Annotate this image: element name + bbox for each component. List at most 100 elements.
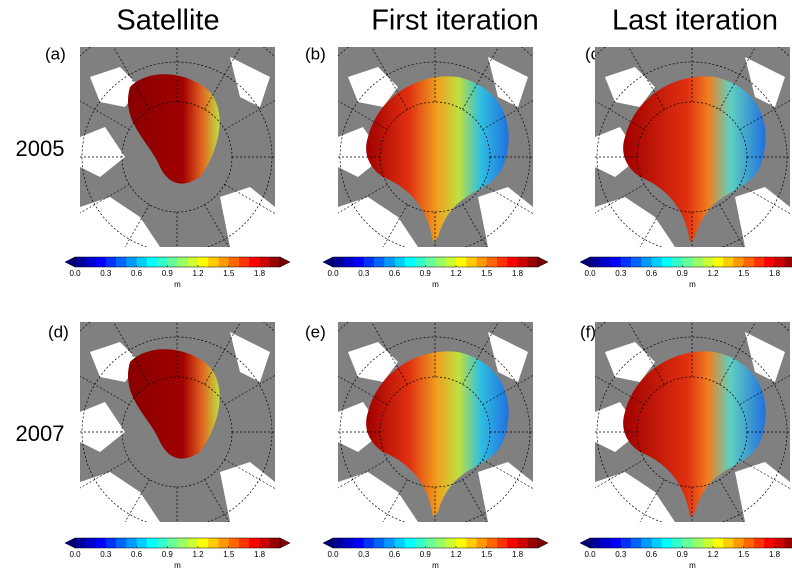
sea-ice bbox=[623, 76, 766, 242]
colorbar-cell bbox=[259, 538, 271, 548]
colorbar-unit: m bbox=[174, 280, 181, 289]
colorbar-tick-label: 0.9 bbox=[162, 269, 174, 278]
colorbar-cell bbox=[415, 538, 426, 548]
colorbar-cell bbox=[116, 538, 127, 548]
colorbar-tick-label: 1.2 bbox=[192, 550, 204, 559]
colorbar-cell bbox=[682, 538, 693, 548]
sea-ice bbox=[623, 351, 766, 517]
colorbar-cell bbox=[374, 538, 385, 548]
panel-label: (f) bbox=[580, 322, 596, 341]
colorbar-cell bbox=[784, 257, 792, 267]
colorbar-cell bbox=[75, 257, 86, 267]
map bbox=[80, 47, 275, 247]
colorbar-tick-label: 1.8 bbox=[254, 269, 266, 278]
colorbar-cell bbox=[445, 257, 457, 267]
colorbar-tick-label: 0.0 bbox=[327, 269, 339, 278]
colorbar-cell bbox=[208, 257, 219, 267]
colorbar-cell bbox=[764, 257, 775, 267]
colorbar-tick-label: 0.3 bbox=[358, 550, 370, 559]
colorbar-cell bbox=[692, 538, 704, 548]
colorbar-tick-label: 1.8 bbox=[512, 269, 524, 278]
colorbar-cell bbox=[527, 257, 539, 267]
colorbar-cell bbox=[590, 257, 601, 267]
colorbar-cell bbox=[723, 538, 734, 548]
colorbar-cell bbox=[146, 538, 158, 548]
colorbar-cell bbox=[187, 257, 199, 267]
colorbar-cell bbox=[208, 538, 219, 548]
colorbar-cell bbox=[415, 257, 426, 267]
colorbar-cell bbox=[631, 538, 642, 548]
colorbar-tick-label: 0.3 bbox=[615, 269, 627, 278]
colorbar-cell bbox=[167, 257, 178, 267]
colorbar-cell bbox=[404, 538, 416, 548]
colorbar-frame bbox=[74, 256, 281, 268]
colorbar-cell bbox=[682, 257, 693, 267]
colorbar-cell bbox=[733, 257, 745, 267]
colorbar-cell bbox=[259, 257, 271, 267]
colorbar-cell bbox=[486, 257, 498, 267]
colorbar-extend bbox=[537, 256, 549, 268]
colorbar-cell bbox=[754, 257, 765, 267]
colorbar-cell bbox=[702, 257, 714, 267]
colorbar-cell bbox=[620, 538, 632, 548]
colorbar-cell bbox=[353, 257, 365, 267]
colorbar-cell bbox=[754, 538, 765, 548]
colorbar-tick-label: 1.2 bbox=[450, 550, 462, 559]
colorbar-cell bbox=[651, 257, 663, 267]
colorbar-tick-label: 1.8 bbox=[769, 550, 781, 559]
row-label: 2005 bbox=[16, 136, 65, 161]
colorbar-cell bbox=[661, 257, 673, 267]
colorbar-cell bbox=[394, 538, 406, 548]
colorbar-cell bbox=[610, 538, 622, 548]
row-label: 2007 bbox=[16, 421, 65, 446]
colorbar-tick-label: 1.2 bbox=[192, 269, 204, 278]
colorbar-tick-label: 0.3 bbox=[100, 269, 112, 278]
colorbar-extend bbox=[279, 537, 291, 549]
colorbar-tick-label: 0.0 bbox=[584, 550, 596, 559]
colorbar-cell bbox=[85, 538, 96, 548]
colorbar-cell bbox=[95, 257, 107, 267]
colorbar-tick-label: 0.3 bbox=[615, 550, 627, 559]
colorbar-extend bbox=[579, 256, 591, 268]
colorbar-cell bbox=[723, 257, 734, 267]
colorbar-cell bbox=[743, 257, 755, 267]
colorbar-cell bbox=[425, 257, 436, 267]
colorbar-cell bbox=[476, 538, 488, 548]
colorbar-tick-label: 0.3 bbox=[358, 269, 370, 278]
colorbar-cell bbox=[620, 257, 632, 267]
colorbar-cell bbox=[136, 257, 148, 267]
colorbar-cell bbox=[218, 538, 230, 548]
colorbar-tick-label: 1.8 bbox=[769, 269, 781, 278]
colorbar-cell bbox=[198, 538, 209, 548]
colorbar-cell bbox=[497, 257, 508, 267]
land bbox=[80, 57, 275, 247]
colorbar-cell bbox=[157, 257, 168, 267]
colorbar-cell bbox=[692, 257, 704, 267]
colorbar-tick-label: 0.0 bbox=[584, 269, 596, 278]
colorbar-tick-label: 0.9 bbox=[420, 550, 432, 559]
land bbox=[595, 332, 790, 522]
colorbar-cell bbox=[774, 538, 786, 548]
colorbar-cell bbox=[136, 538, 148, 548]
land bbox=[338, 57, 533, 247]
colorbar-tick-label: 0.0 bbox=[69, 269, 81, 278]
panel-label: (d) bbox=[48, 322, 69, 341]
colorbar-tick-label: 0.6 bbox=[131, 550, 143, 559]
colorbar-tick-label: 1.2 bbox=[707, 269, 719, 278]
colorbar-cell bbox=[239, 257, 250, 267]
colorbar-tick-label: 0.6 bbox=[646, 550, 658, 559]
colorbar-cell bbox=[353, 538, 365, 548]
colorbar-cell bbox=[167, 538, 178, 548]
colorbar-cell bbox=[146, 257, 158, 267]
colorbar-tick-label: 1.5 bbox=[738, 269, 750, 278]
colorbar-cell bbox=[476, 257, 488, 267]
colorbar-cell bbox=[105, 538, 117, 548]
colorbar-cell bbox=[517, 257, 529, 267]
colorbar-cell bbox=[672, 538, 683, 548]
colorbar-extend bbox=[579, 537, 591, 549]
sea-ice bbox=[366, 76, 509, 242]
colorbar-tick-label: 1.5 bbox=[738, 550, 750, 559]
colorbar-cell bbox=[269, 538, 281, 548]
colorbar-cell bbox=[228, 257, 240, 267]
